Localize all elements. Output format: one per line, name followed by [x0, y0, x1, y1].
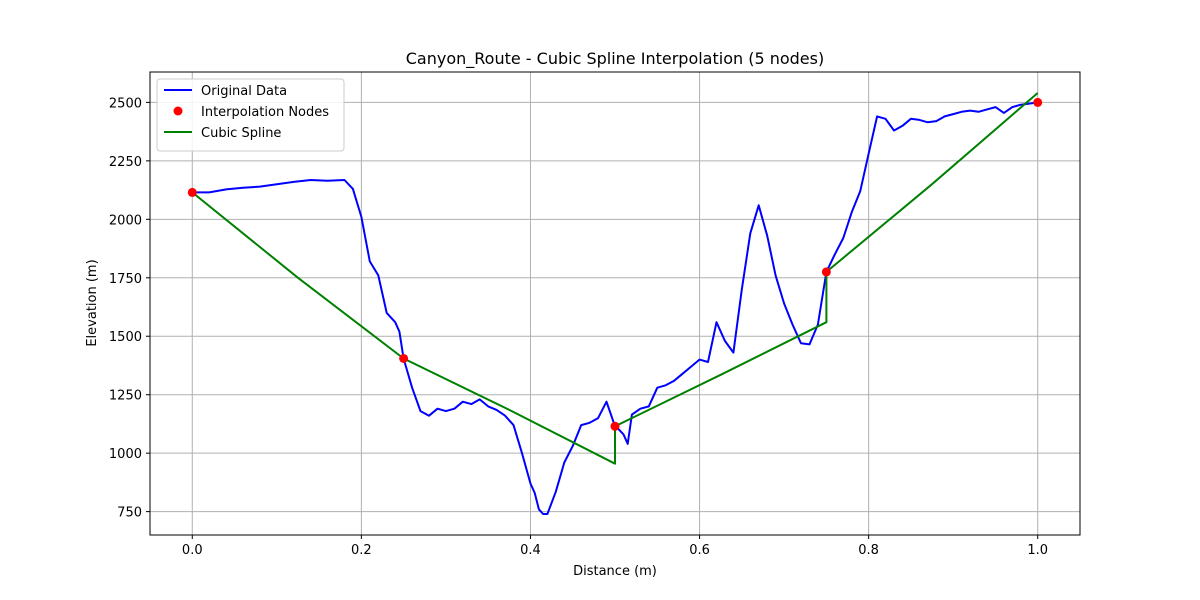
x-tick-label: 0.2: [351, 543, 372, 558]
interpolation-node-point: [821, 267, 831, 277]
y-tick-label: 1750: [109, 272, 142, 287]
x-tick-label: 1.0: [1027, 543, 1048, 558]
y-tick-label: 2500: [109, 96, 142, 111]
x-tick-label: 0.4: [520, 543, 541, 558]
y-axis-label: Elevation (m): [85, 259, 100, 346]
x-axis-label: Distance (m): [573, 564, 657, 579]
grid: [150, 72, 1080, 535]
legend-spline-label: Cubic Spline: [201, 126, 281, 141]
interpolation-node-point: [187, 187, 197, 197]
original-data-line: [192, 101, 1038, 515]
interpolation-node-point: [399, 353, 409, 363]
y-tick-label: 2250: [109, 155, 142, 170]
legend-original-label: Original Data: [201, 84, 287, 99]
interpolation-node-point: [610, 421, 620, 431]
legend-box: [156, 78, 345, 152]
y-tick-label: 2000: [109, 213, 142, 228]
y-tick-label: 750: [117, 506, 142, 521]
y-tick-label: 1500: [109, 330, 142, 345]
x-tick-label: 0.8: [858, 543, 879, 558]
legend-nodes-marker: [173, 106, 183, 116]
y-tick-label: 1250: [109, 389, 142, 404]
legend: Original Data Interpolation Nodes Cubic …: [156, 78, 345, 152]
x-tick-label: 0.0: [182, 543, 203, 558]
legend-nodes-label: Interpolation Nodes: [201, 105, 329, 120]
chart-title: Canyon_Route - Cubic Spline Interpolatio…: [406, 49, 824, 69]
x-tick-label: 0.6: [689, 543, 710, 558]
y-tick-label: 1000: [109, 447, 142, 462]
series-layer: [187, 92, 1043, 515]
interpolation-node-point: [1033, 97, 1043, 107]
ticks: 0.0 0.2 0.4 0.6 0.8 1.0 750 1000 1250 1500 1750 200…: [109, 96, 1048, 558]
plot-frame: [149, 71, 1081, 536]
